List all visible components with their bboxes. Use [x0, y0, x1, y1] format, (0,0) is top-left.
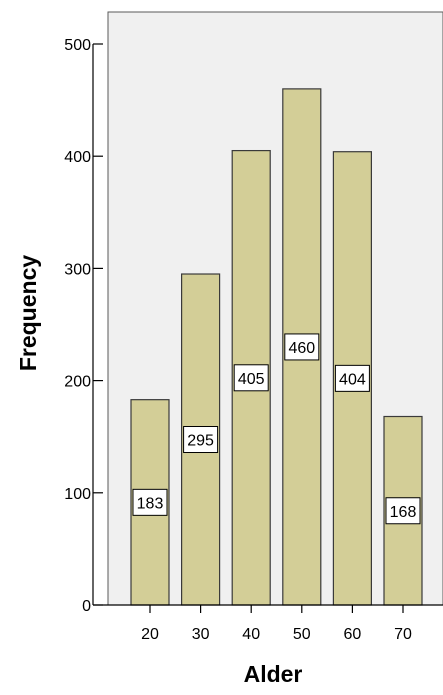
data-label-box — [233, 364, 269, 392]
data-label-text: 404 — [339, 371, 366, 388]
data-label-box — [385, 497, 421, 525]
data-labels-group: 183 295 405 460 404 168 — [132, 333, 421, 525]
data-label-text: 460 — [288, 340, 315, 357]
data-label-text: 295 — [187, 433, 214, 450]
x-tick-label: 70 — [394, 626, 412, 643]
y-axis-title: Frequency — [15, 255, 41, 372]
data-label-text: 183 — [137, 495, 164, 512]
data-label-box — [132, 488, 168, 516]
data-label-30: 295 — [183, 426, 219, 454]
x-axis-title: Alder — [244, 661, 303, 687]
data-label-box — [183, 426, 219, 454]
data-label-60: 404 — [334, 364, 370, 392]
x-tick-label: 50 — [293, 626, 311, 643]
y-tick-label: 500 — [64, 37, 91, 54]
y-tick-label: 100 — [64, 486, 91, 503]
data-label-text: 168 — [390, 504, 417, 521]
data-label-20: 183 — [132, 488, 168, 516]
x-tick-label: 40 — [242, 626, 260, 643]
data-label-text: 405 — [238, 371, 265, 388]
axes-group: 0 100 200 300 400 500 20 30 40 50 60 70 — [64, 37, 443, 643]
y-tick-label: 400 — [64, 149, 91, 166]
x-tick-label: 60 — [344, 626, 362, 643]
y-tick-label: 200 — [64, 374, 91, 391]
x-tick-label: 20 — [141, 626, 159, 643]
data-label-box — [334, 364, 370, 392]
data-label-40: 405 — [233, 364, 269, 392]
data-label-70: 168 — [385, 497, 421, 525]
x-tick-label: 30 — [192, 626, 210, 643]
data-label-box — [284, 333, 320, 361]
y-tick-label: 300 — [64, 261, 91, 278]
y-tick-label: 0 — [82, 598, 91, 615]
data-label-50: 460 — [284, 333, 320, 361]
